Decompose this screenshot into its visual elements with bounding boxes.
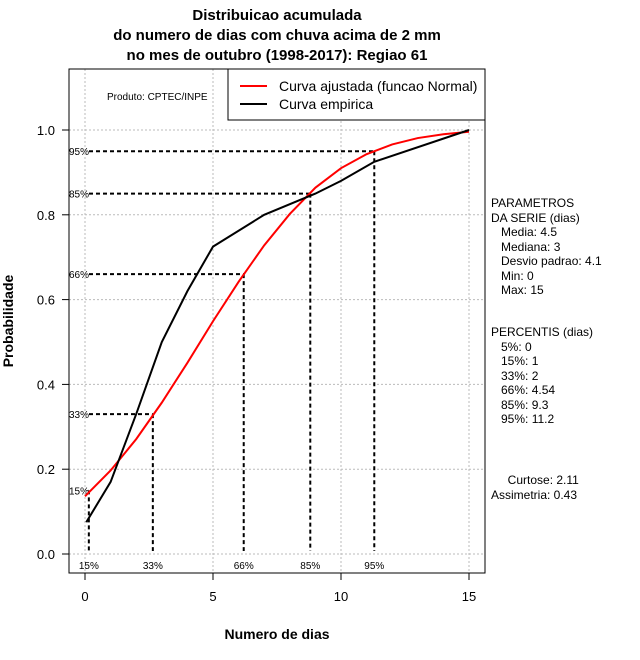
percentile-x-label: 66%: [234, 561, 254, 572]
percentile-x-label: 85%: [300, 561, 320, 572]
y-tick-label: 0.2: [37, 462, 55, 477]
percentile-y-label: 66%: [69, 270, 89, 281]
legend-box: [227, 68, 486, 121]
percentile-x-label: 33%: [143, 561, 163, 572]
legend-label: Curva ajustada (funcao Normal): [279, 78, 477, 94]
percentile-y-label: 95%: [69, 147, 89, 158]
x-tick-label: 0: [81, 589, 88, 604]
x-tick-label: 15: [462, 589, 476, 604]
empirical-curve: [85, 129, 470, 523]
percentile-x-label: 95%: [364, 561, 384, 572]
chart-title: do numero de dias com chuva acima de 2 m…: [113, 27, 441, 44]
y-tick-label: 0.8: [37, 208, 55, 223]
chart-title: no mes de outubro (1998-2017): Regiao 61: [127, 47, 428, 64]
x-tick-label: 5: [209, 589, 216, 604]
y-tick-label: 0.6: [37, 293, 55, 308]
y-tick-label: 1.0: [37, 123, 55, 138]
legend-label: Curva empirica: [279, 96, 373, 112]
percentile-y-label: 33%: [69, 410, 89, 421]
y-tick-label: 0.4: [37, 377, 55, 392]
chart-title: Distribuicao acumulada: [192, 7, 362, 24]
percentiles-panel: PERCENTIS (dias) 5%: 0 15%: 1 33%: 2 66%…: [491, 325, 594, 426]
x-tick-label: 10: [334, 589, 348, 604]
fitted-normal-curve: [84, 130, 470, 498]
shape-stats: Curtose: 2.11 Assimetria: 0.43: [491, 473, 579, 502]
y-axis-label: Probabilidade: [0, 275, 16, 368]
percentile-y-label: 85%: [69, 190, 89, 201]
percentile-x-label: 15%: [79, 561, 99, 572]
percentile-y-label: 15%: [69, 486, 89, 497]
y-tick-label: 0.0: [37, 547, 55, 562]
product-label: Produto: CPTEC/INPE: [107, 92, 208, 103]
x-axis-label: Numero de dias: [224, 626, 329, 642]
series-parameters: PARAMETROS DA SERIE (dias) Media: 4.5 Me…: [491, 196, 602, 297]
